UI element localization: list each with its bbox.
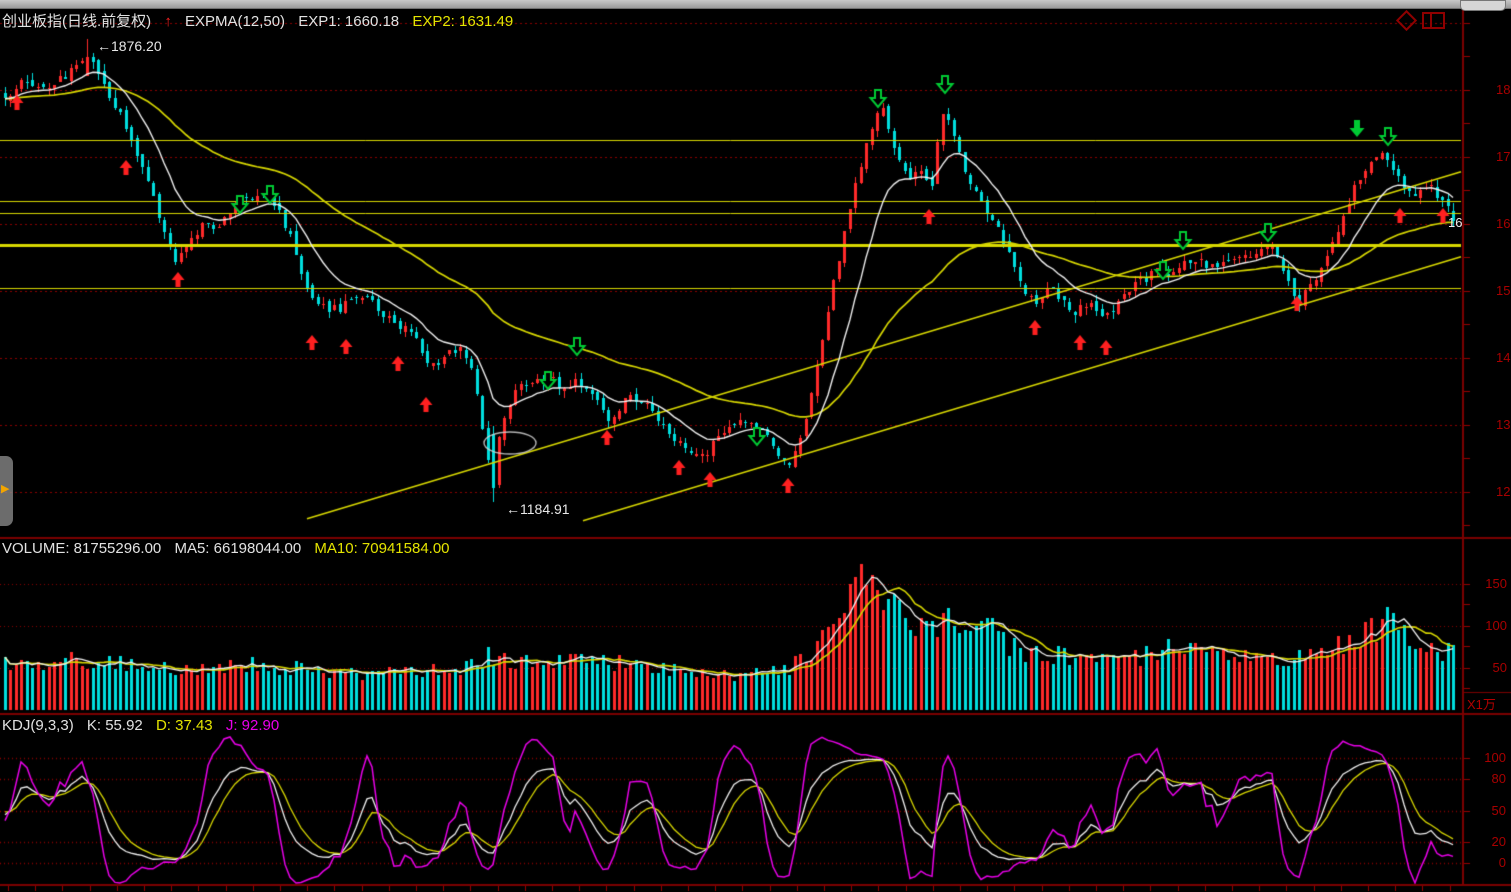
axis-label: 20 — [1491, 834, 1506, 849]
axis-label: 50 — [1492, 660, 1507, 675]
axis-label: 1200 — [1496, 484, 1511, 499]
axis-label: 1300 — [1496, 417, 1511, 432]
window-top-bar — [0, 0, 1511, 9]
axis-label: 1700 — [1496, 149, 1511, 164]
top-bar-handle[interactable] — [1460, 0, 1506, 11]
expand-arrow-icon: ▶ — [1, 483, 10, 495]
axis-label: 150 — [1485, 576, 1507, 591]
expand-sidebar-button[interactable]: ▶ — [0, 456, 13, 526]
axis-label: 80 — [1491, 771, 1506, 786]
axis-label: 1500 — [1496, 283, 1511, 298]
axis-label: 1800 — [1496, 82, 1511, 97]
axis-label: 0 — [1498, 855, 1506, 870]
axis-label: 100 — [1484, 750, 1506, 765]
axis-label: 50 — [1491, 803, 1506, 818]
split-window-divider — [1430, 14, 1432, 27]
split-window-icon[interactable] — [1422, 12, 1445, 29]
axis-label: 100 — [1485, 618, 1507, 633]
axis-label: 1600 — [1496, 216, 1511, 231]
axis-label: 1400 — [1496, 350, 1511, 365]
